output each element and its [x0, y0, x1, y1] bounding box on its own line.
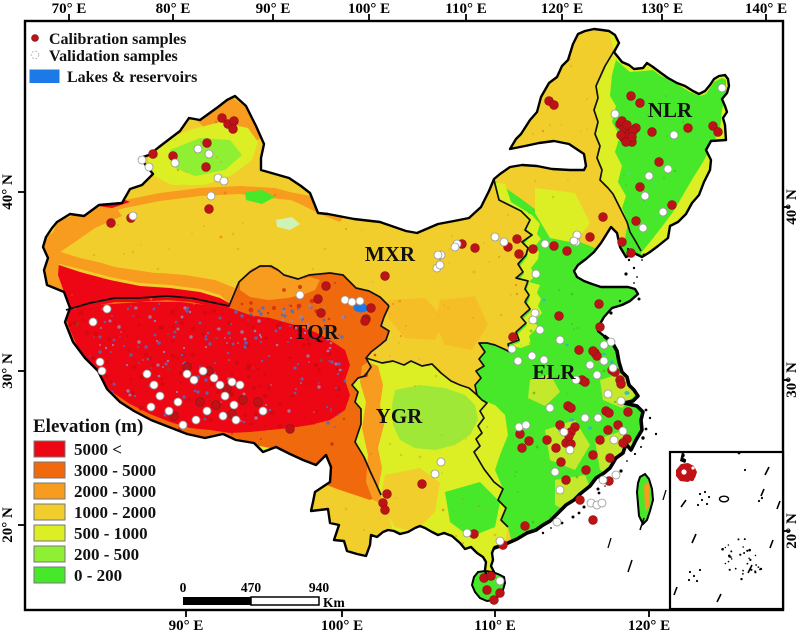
svg-text:90° E: 90° E [169, 618, 204, 634]
svg-text:40° N: 40° N [0, 174, 16, 210]
svg-text:5000 <: 5000 < [74, 440, 122, 459]
svg-text:20° N: 20° N [0, 507, 16, 543]
svg-text:Elevation (m): Elevation (m) [33, 416, 143, 437]
svg-text:100° E: 100° E [348, 1, 390, 17]
svg-text:YGR: YGR [376, 404, 424, 428]
svg-text:130° E: 130° E [641, 1, 683, 17]
svg-text:2000 - 3000: 2000 - 3000 [74, 482, 156, 501]
svg-text:470: 470 [241, 580, 262, 595]
svg-text:Lakes & reservoirs: Lakes & reservoirs [67, 69, 197, 86]
svg-text:1000 - 2000: 1000 - 2000 [74, 503, 156, 522]
svg-text:140° E: 140° E [745, 1, 787, 17]
svg-text:40° N: 40° N [784, 189, 800, 225]
svg-text:100° E: 100° E [321, 618, 363, 634]
svg-text:110° E: 110° E [474, 618, 515, 634]
svg-text:500 - 1000: 500 - 1000 [74, 524, 148, 543]
svg-text:200 - 500: 200 - 500 [74, 545, 139, 564]
svg-text:NLR: NLR [648, 98, 693, 122]
svg-text:30° N: 30° N [784, 362, 800, 398]
svg-text:0 - 200: 0 - 200 [74, 566, 122, 585]
svg-text:Km: Km [323, 595, 346, 610]
svg-text:MXR: MXR [365, 242, 416, 266]
svg-text:30° N: 30° N [0, 353, 16, 389]
svg-text:70° E: 70° E [52, 1, 87, 17]
svg-text:80° E: 80° E [156, 1, 191, 17]
svg-text:TQR: TQR [293, 320, 339, 344]
svg-text:0: 0 [180, 580, 187, 595]
svg-text:Calibration samples: Calibration samples [49, 31, 186, 48]
svg-text:120° E: 120° E [628, 618, 670, 634]
svg-text:20° N: 20° N [784, 513, 800, 549]
svg-text:Validation samples: Validation samples [49, 48, 178, 65]
svg-text:110° E: 110° E [445, 1, 486, 17]
svg-text:940: 940 [309, 580, 330, 595]
svg-text:ELR: ELR [532, 360, 576, 384]
svg-text:120° E: 120° E [541, 1, 583, 17]
svg-text:90° E: 90° E [256, 1, 291, 17]
svg-text:3000 - 5000: 3000 - 5000 [74, 461, 156, 480]
